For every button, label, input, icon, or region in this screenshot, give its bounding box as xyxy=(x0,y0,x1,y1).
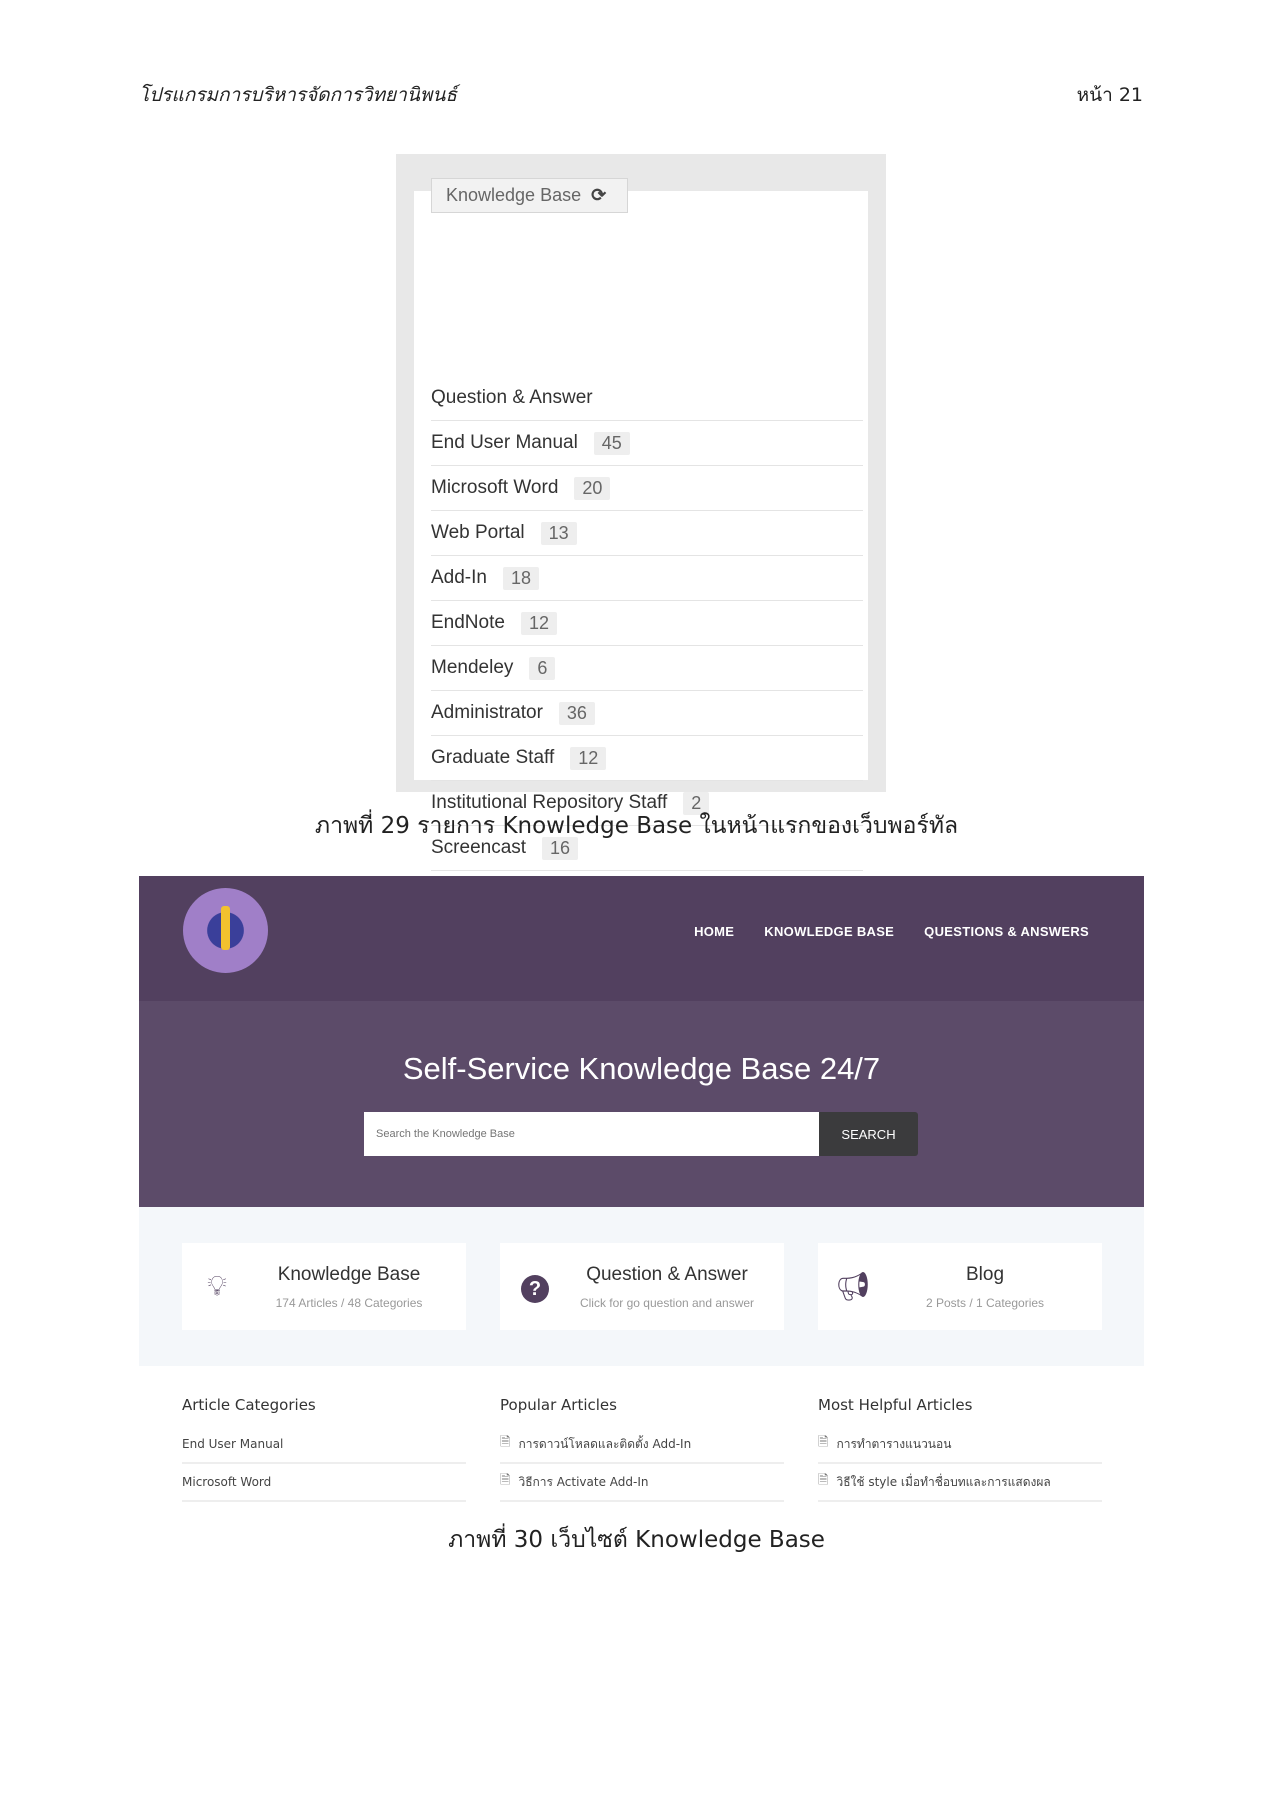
megaphone-icon: 📢︎ xyxy=(835,1271,871,1302)
kb-category-item[interactable]: Graduate Staff 12 xyxy=(431,736,863,781)
kb-category-item[interactable]: Administrator 36 xyxy=(431,691,863,736)
column-heading: Popular Articles xyxy=(500,1396,617,1414)
article-count-badge: 6 xyxy=(529,656,556,680)
refresh-icon[interactable]: ⟳ xyxy=(591,185,607,205)
card-subtitle: 174 Articles / 48 Categories xyxy=(275,1295,423,1310)
article-title: วิธีการ Activate Add-In xyxy=(518,1474,649,1489)
article-count-badge: 36 xyxy=(558,701,595,725)
article-title: End User Manual xyxy=(182,1437,284,1451)
article-link[interactable]: Microsoft Word xyxy=(182,1464,466,1502)
article-count-badge: 18 xyxy=(502,566,540,590)
kb-category-item[interactable]: Web Portal 13 xyxy=(431,511,863,556)
article-link[interactable]: End User Manual xyxy=(182,1426,466,1464)
article-count-badge: 45 xyxy=(593,431,630,455)
article-count-badge: 13 xyxy=(540,521,577,545)
article-count-badge: 12 xyxy=(520,611,557,635)
category-label: Screencast xyxy=(431,837,527,858)
document-header-title: โปรแกรมการบริหารจัดการวิทยานิพนธ์ xyxy=(139,84,457,106)
kb-category-item[interactable]: Mendeley 6 xyxy=(431,646,863,691)
knowledge-base-tab[interactable]: Knowledge Base ⟳ xyxy=(431,178,628,213)
kb-category-item[interactable]: Microsoft Word 20 xyxy=(431,466,863,511)
kb-category-item[interactable]: End User Manual 45 xyxy=(431,421,863,466)
category-label: Administrator xyxy=(431,702,543,723)
lightbulb-icon: 💡︎ xyxy=(207,1270,227,1301)
kb-category-item[interactable]: Add-In 18 xyxy=(431,556,863,601)
column-heading: Article Categories xyxy=(182,1396,316,1414)
article-title: วิธีใช้ style เมื่อทำชื่อบทและการแสดงผล xyxy=(836,1474,1051,1489)
footer-column: Most Helpful Articles 🗎 การทำตารางแนวนอน 🗎 ว… xyxy=(818,1396,1102,1502)
category-label: Add-In xyxy=(431,567,487,588)
nav-home[interactable]: HOME xyxy=(694,924,735,939)
figure-30-caption: ภาพที่ 30 เว็บไซต์ Knowledge Base xyxy=(448,1527,825,1553)
article-title: การดาวน์โหลดและติดตั้ง Add-In xyxy=(518,1436,692,1451)
article-link[interactable]: 🗎 วิธีใช้ style เมื่อทำชื่อบทและการแสดงผล xyxy=(818,1464,1102,1502)
article-count-badge: 16 xyxy=(542,836,579,860)
category-label: End User Manual xyxy=(431,432,578,453)
nav-questions-answers[interactable]: QUESTIONS & ANSWERS xyxy=(924,924,1089,939)
article-title: การทำตารางแนวนอน xyxy=(836,1436,952,1451)
category-label: Institutional Repository Staff xyxy=(431,792,668,813)
kb-category-item[interactable]: Screencast 16 xyxy=(431,826,863,871)
card-title: Blog xyxy=(965,1263,1005,1285)
kb-category-item[interactable]: Institutional Repository Staff 2 xyxy=(431,781,863,826)
hero-title: Self-Service Knowledge Base 24/7 xyxy=(402,1051,881,1086)
card-subtitle: Click for go question and answer xyxy=(579,1295,755,1310)
article-link[interactable]: 🗎 การทำตารางแนวนอน xyxy=(818,1426,1102,1464)
knowledge-base-website: HOME KNOWLEDGE BASE QUESTIONS & ANSWERS … xyxy=(139,876,1144,1366)
category-label: Mendeley xyxy=(431,657,514,678)
category-label: EndNote xyxy=(431,612,505,633)
site-header: HOME KNOWLEDGE BASE QUESTIONS & ANSWERS xyxy=(139,876,1144,1001)
category-label: Microsoft Word xyxy=(431,477,559,498)
tab-label: Knowledge Base xyxy=(446,185,582,205)
question-circle-icon: ? xyxy=(500,1270,570,1303)
search-button[interactable]: SEARCH xyxy=(819,1112,918,1156)
article-link[interactable]: 🗎 การดาวน์โหลดและติดตั้ง Add-In xyxy=(500,1426,784,1464)
article-title: Microsoft Word xyxy=(182,1475,272,1489)
card-title: Knowledge Base xyxy=(277,1263,421,1285)
card-title: Question & Answer xyxy=(586,1263,748,1285)
footer-column: Article Categories End User Manual Microso… xyxy=(182,1396,466,1502)
main-nav: HOME KNOWLEDGE BASE QUESTIONS & ANSWERS xyxy=(694,924,1089,939)
page-number: หน้า 21 xyxy=(1076,84,1143,106)
article-link[interactable]: 🗎 วิธีการ Activate Add-In xyxy=(500,1464,784,1502)
card-knowledge-base[interactable]: 💡︎ Knowledge Base 174 Articles / 48 Categ… xyxy=(182,1243,466,1330)
university-logo[interactable] xyxy=(183,888,268,973)
document-icon: 🗎 xyxy=(500,1435,511,1450)
column-heading: Most Helpful Articles xyxy=(818,1396,973,1414)
feature-cards-band: 💡︎ Knowledge Base 174 Articles / 48 Categ… xyxy=(139,1207,1144,1366)
knowledge-base-widget: Knowledge Base ⟳ Question & Answer End Us… xyxy=(396,154,886,916)
document-icon: 🗎 xyxy=(500,1473,511,1488)
document-icon: 🗎 xyxy=(818,1435,829,1450)
hero-section: Self-Service Knowledge Base 24/7 SEARCH xyxy=(139,1001,1144,1207)
nav-knowledge-base[interactable]: KNOWLEDGE BASE xyxy=(764,924,895,939)
card-subtitle: 2 Posts / 1 Categories xyxy=(925,1295,1045,1310)
document-icon: 🗎 xyxy=(818,1473,829,1488)
kb-category-item[interactable]: EndNote 12 xyxy=(431,601,863,646)
kb-category-item[interactable]: Question & Answer xyxy=(431,376,863,421)
category-label: Web Portal xyxy=(431,522,525,543)
figure-29-caption: ภาพที่ 29 รายการ Knowledge Base ในหน้าแร… xyxy=(314,813,959,839)
card-blog[interactable]: 📢︎ Blog 2 Posts / 1 Categories xyxy=(818,1243,1102,1330)
search-input[interactable] xyxy=(364,1112,819,1156)
widget-body xyxy=(414,191,868,780)
footer-column: Popular Articles 🗎 การดาวน์โหลดและติดตั้ง … xyxy=(500,1396,784,1502)
article-count-badge: 2 xyxy=(683,791,710,815)
article-count-badge: 12 xyxy=(570,746,607,770)
article-count-badge: 20 xyxy=(574,476,611,500)
category-label: Graduate Staff xyxy=(431,747,555,768)
card-question-answer[interactable]: ? Question & Answer Click for go question… xyxy=(500,1243,784,1330)
category-label: Question & Answer xyxy=(431,387,593,408)
